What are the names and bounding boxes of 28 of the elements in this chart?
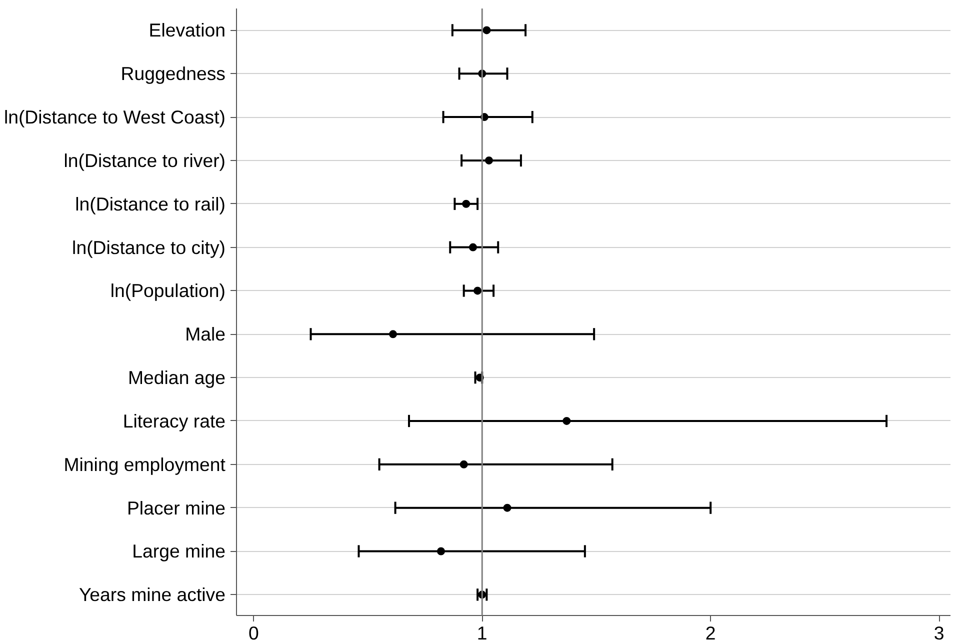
y-tick-label: Placer mine xyxy=(127,497,226,518)
x-tick-label: 0 xyxy=(248,622,259,642)
point xyxy=(482,26,491,34)
y-tick-label: Ruggedness xyxy=(120,63,226,84)
y-tick-label: ln(Distance to rail) xyxy=(75,193,226,214)
point xyxy=(503,504,512,512)
y-tick-label: Median age xyxy=(128,367,226,388)
point xyxy=(436,547,445,556)
y-tick-label: Mining employment xyxy=(64,454,226,475)
y-tick-label: Large mine xyxy=(132,540,226,562)
point xyxy=(468,243,477,252)
y-tick-label: Literacy rate xyxy=(122,410,226,432)
x-tick-label: 1 xyxy=(476,622,488,642)
y-tick-label: Male xyxy=(185,324,226,345)
point xyxy=(562,416,571,425)
x-tick-label: 2 xyxy=(705,622,716,642)
point xyxy=(484,156,493,164)
y-tick-label: ln(Distance to West Coast) xyxy=(4,106,226,128)
point xyxy=(460,460,468,468)
y-tick-label: Years mine active xyxy=(78,584,226,606)
point xyxy=(474,286,482,295)
point xyxy=(389,330,398,338)
y-tick-label: ln(Distance to city) xyxy=(72,236,226,258)
y-tick-label: ln(Population) xyxy=(110,280,226,302)
point xyxy=(462,200,470,208)
y-tick-label: Elevation xyxy=(148,20,226,41)
x-tick-label: 3 xyxy=(934,622,944,642)
y-tick-label: ln(Distance to river) xyxy=(64,150,226,171)
